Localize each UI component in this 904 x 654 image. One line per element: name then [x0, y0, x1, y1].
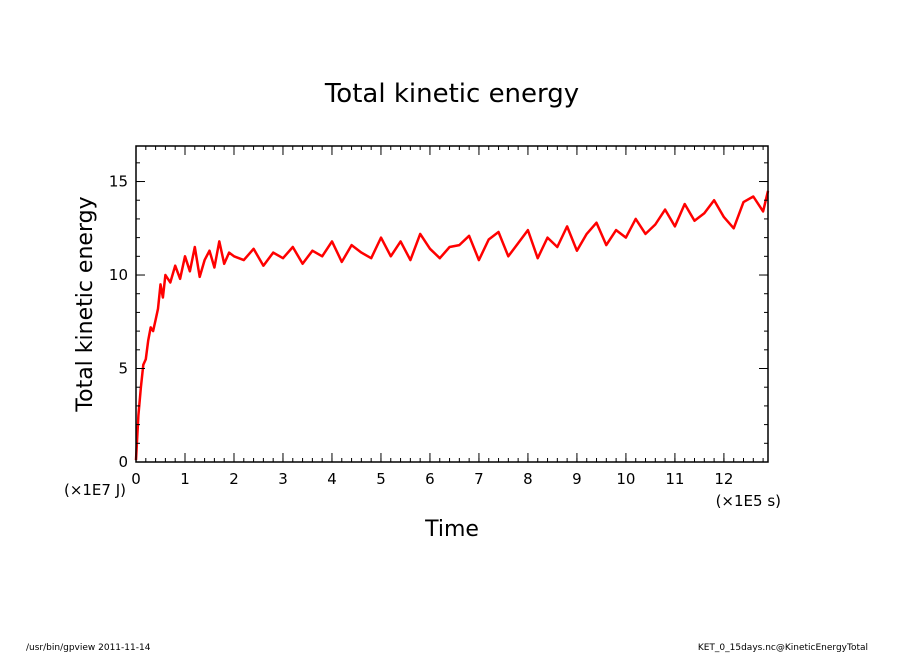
x-tick-label: 10: [616, 470, 635, 488]
chart-title: Total kinetic energy: [324, 79, 579, 109]
y-axis-label: Total kinetic energy: [73, 196, 98, 412]
x-tick-label: 4: [327, 470, 337, 488]
x-axis-label: Time: [424, 517, 479, 542]
x-tick-label: 8: [523, 470, 533, 488]
footer-right-text: KET_0_15days.nc@KineticEnergyTotal: [697, 643, 868, 653]
x-tick-label: 12: [714, 470, 733, 488]
plot-frame: [135, 145, 769, 463]
y-tick-label: 10: [109, 266, 128, 284]
y-unit-label: (×1E7 J): [64, 481, 126, 499]
x-tick-label: 6: [425, 470, 435, 488]
x-unit-label: (×1E5 s): [716, 492, 781, 510]
x-tick-label: 9: [572, 470, 582, 488]
y-tick-label: 15: [109, 173, 128, 191]
x-tick-label: 5: [376, 470, 386, 488]
x-tick-label: 0: [131, 470, 141, 488]
y-tick-label: 0: [118, 453, 128, 471]
x-tick-label: 3: [278, 470, 288, 488]
footer-left-text: /usr/bin/gpview 2011-11-14: [26, 643, 151, 653]
x-tick-label: 2: [229, 470, 239, 488]
x-tick-label: 7: [474, 470, 484, 488]
plot-area: [134, 190, 770, 461]
y-tick-label: 5: [118, 360, 128, 378]
x-tick-label: 1: [180, 470, 190, 488]
series-line: [134, 190, 770, 461]
x-tick-label: 11: [665, 470, 684, 488]
